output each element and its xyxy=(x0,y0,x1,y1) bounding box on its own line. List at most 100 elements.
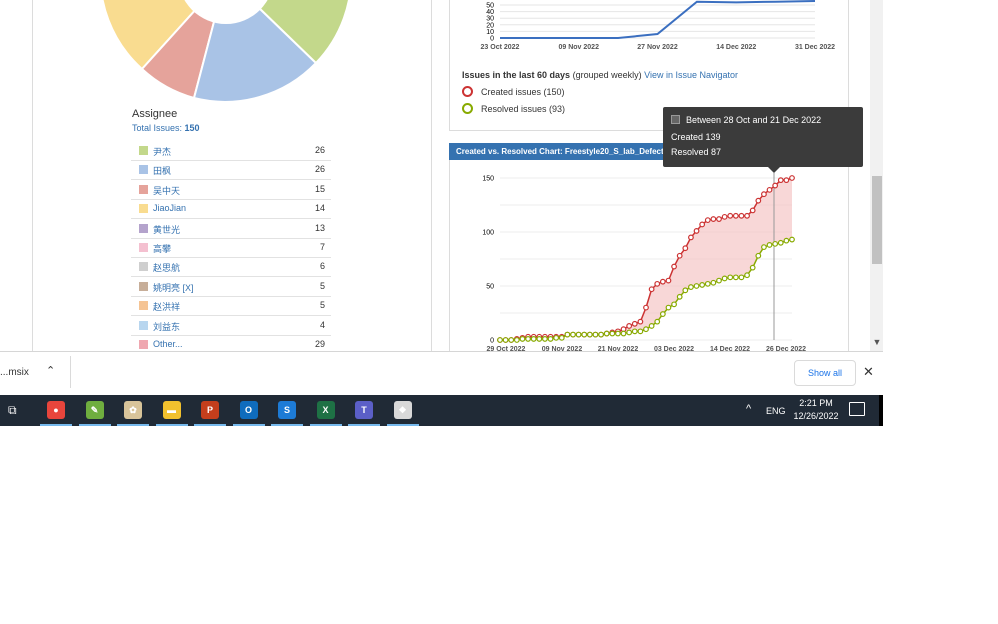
data-point[interactable] xyxy=(704,280,711,287)
data-point[interactable] xyxy=(755,252,762,259)
data-point[interactable] xyxy=(637,318,644,325)
data-point[interactable] xyxy=(761,191,767,198)
data-point[interactable] xyxy=(530,336,537,342)
data-point[interactable] xyxy=(497,337,503,343)
data-point[interactable] xyxy=(575,331,582,338)
data-point[interactable] xyxy=(659,311,666,317)
chevron-up-icon[interactable]: ⌃ xyxy=(46,365,56,377)
download-filename[interactable]: ...msix xyxy=(0,367,29,378)
data-point[interactable] xyxy=(749,207,756,214)
data-point[interactable] xyxy=(688,234,694,241)
data-point[interactable] xyxy=(699,282,706,288)
data-point[interactable] xyxy=(693,283,700,289)
taskbar-app-chat[interactable]: ❖ xyxy=(385,395,421,426)
taskbar-app-notepad[interactable]: ✎ xyxy=(77,395,113,426)
data-point[interactable] xyxy=(777,239,784,246)
data-point[interactable] xyxy=(710,279,717,286)
data-point[interactable] xyxy=(654,280,661,287)
data-point[interactable] xyxy=(727,212,734,219)
issue-navigator-link[interactable]: View in Issue Navigator xyxy=(644,70,739,80)
data-point[interactable] xyxy=(766,242,773,248)
data-point[interactable] xyxy=(755,197,762,204)
data-point[interactable] xyxy=(710,216,717,222)
show-all-button[interactable]: Show all xyxy=(794,360,856,386)
scrollbar-thumb[interactable] xyxy=(872,176,882,264)
data-point[interactable] xyxy=(777,177,784,184)
data-point[interactable] xyxy=(659,278,666,285)
taskbar-app-powerpoint[interactable]: P xyxy=(192,395,228,426)
assignee-name[interactable]: 赵洪祥 xyxy=(153,302,181,313)
data-point[interactable] xyxy=(525,336,531,342)
task-view-icon[interactable]: ⧉ xyxy=(8,403,17,417)
data-point[interactable] xyxy=(558,334,565,341)
data-point[interactable] xyxy=(592,331,599,338)
data-point[interactable] xyxy=(789,175,795,181)
taskbar-app-outlook[interactable]: O xyxy=(231,395,267,426)
data-point[interactable] xyxy=(789,236,795,243)
data-point[interactable] xyxy=(744,272,750,279)
data-point[interactable] xyxy=(547,336,554,342)
close-icon[interactable]: ✕ xyxy=(863,364,874,379)
data-point[interactable] xyxy=(761,244,767,251)
data-point[interactable] xyxy=(502,337,509,343)
data-point[interactable] xyxy=(721,213,728,220)
taskbar-app-security[interactable]: S xyxy=(269,395,305,426)
data-point[interactable] xyxy=(631,328,638,335)
data-point[interactable] xyxy=(716,277,722,284)
data-point[interactable] xyxy=(671,301,677,308)
data-point[interactable] xyxy=(732,212,739,219)
data-point[interactable] xyxy=(783,237,790,244)
assignee-name[interactable]: 姚明亮 [X] xyxy=(153,282,194,293)
data-point[interactable] xyxy=(671,263,677,270)
data-point[interactable] xyxy=(564,331,571,338)
taskbar-app-explorer[interactable]: ▬ xyxy=(154,395,190,426)
data-point[interactable] xyxy=(676,293,683,300)
data-point[interactable] xyxy=(699,221,706,228)
assignee-name[interactable]: 尹杰 xyxy=(153,147,172,157)
data-point[interactable] xyxy=(783,177,790,184)
data-point[interactable] xyxy=(665,304,672,311)
data-point[interactable] xyxy=(598,331,604,338)
data-point[interactable] xyxy=(682,245,689,252)
total-issues-value[interactable]: 150 xyxy=(184,123,200,133)
taskbar-app-chrome[interactable]: ● xyxy=(38,395,74,426)
data-point[interactable] xyxy=(688,284,694,290)
notification-icon[interactable] xyxy=(849,402,865,416)
show-hidden-icons-icon[interactable]: ^ xyxy=(746,403,752,415)
data-point[interactable] xyxy=(519,336,526,342)
data-point[interactable] xyxy=(626,323,633,329)
scroll-down-arrow-icon[interactable]: ▼ xyxy=(872,337,882,347)
legend-resolved[interactable]: Resolved issues (93) xyxy=(462,103,565,114)
data-point[interactable] xyxy=(643,304,649,311)
data-point[interactable] xyxy=(654,318,661,325)
data-point[interactable] xyxy=(542,336,548,342)
data-point[interactable] xyxy=(637,328,644,335)
data-point[interactable] xyxy=(536,336,543,342)
data-point[interactable] xyxy=(553,334,560,341)
data-point[interactable] xyxy=(513,337,520,343)
taskbar-app-teams[interactable]: T xyxy=(346,395,382,426)
data-point[interactable] xyxy=(631,320,638,327)
data-point[interactable] xyxy=(626,329,633,336)
data-point[interactable] xyxy=(615,330,621,337)
assignee-name[interactable]: 黄世光 xyxy=(153,224,181,235)
data-point[interactable] xyxy=(508,337,515,343)
assignee-name[interactable]: 吴中天 xyxy=(153,185,181,196)
data-point[interactable] xyxy=(643,326,649,333)
data-point[interactable] xyxy=(732,274,739,281)
assignee-name[interactable]: 田枫 xyxy=(153,166,172,177)
data-point[interactable] xyxy=(603,330,610,337)
data-point[interactable] xyxy=(772,182,779,189)
data-point[interactable] xyxy=(749,264,756,271)
data-point[interactable] xyxy=(738,274,745,281)
data-point[interactable] xyxy=(581,331,588,338)
data-point[interactable] xyxy=(676,252,683,259)
data-point[interactable] xyxy=(744,212,750,219)
data-point[interactable] xyxy=(620,330,627,337)
data-point[interactable] xyxy=(648,286,655,293)
language-indicator[interactable]: ENG xyxy=(766,406,786,416)
assignee-name[interactable]: Other... xyxy=(153,339,183,349)
data-point[interactable] xyxy=(704,217,711,224)
data-point[interactable] xyxy=(570,331,576,338)
data-point[interactable] xyxy=(772,240,779,247)
